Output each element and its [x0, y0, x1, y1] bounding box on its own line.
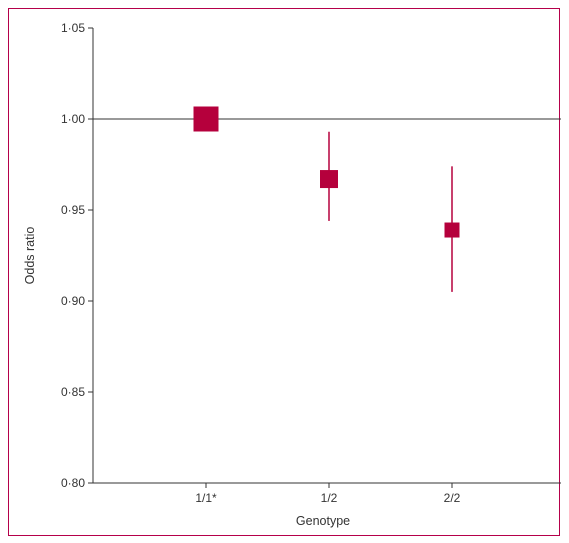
odds-ratio-marker-1 [193, 106, 219, 132]
y-axis-title: Odds ratio [23, 227, 37, 285]
x-tick-label: 1/2 [321, 491, 338, 505]
x-tick-label: 2/2 [444, 491, 461, 505]
odds-ratio-marker-3 [444, 222, 460, 238]
y-ticks: 0·80 0·85 0·90 0·95 1·00 1·05 [61, 21, 93, 490]
y-tick-label: 0·80 [61, 476, 85, 490]
y-tick-label: 0·85 [61, 385, 85, 399]
y-tick-label: 1·05 [61, 21, 85, 35]
figure-frame [8, 8, 560, 536]
x-ticks: 1/1* 1/2 2/2 [195, 483, 461, 505]
y-tick-label: 0·90 [61, 294, 85, 308]
x-tick-label: 1/1* [195, 491, 217, 505]
data-marks [193, 106, 460, 292]
y-tick-label: 0·95 [61, 203, 85, 217]
y-tick-label: 1·00 [61, 112, 85, 126]
odds-ratio-marker-2 [320, 170, 338, 189]
x-axis-title: Genotype [296, 514, 350, 528]
axes [92, 28, 561, 484]
